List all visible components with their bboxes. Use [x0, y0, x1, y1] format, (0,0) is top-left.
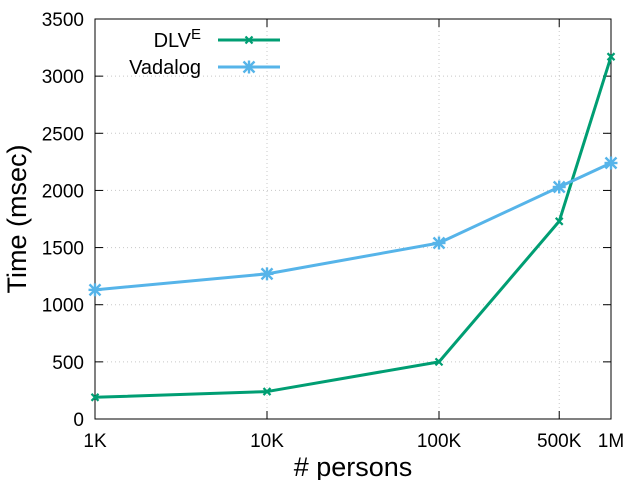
legend-item-vadalog: Vadalog — [129, 57, 280, 79]
data-point — [262, 387, 272, 396]
y-tick-label: 1500 — [42, 239, 84, 260]
x-axis: 1K 10K 100K 500K 1M — [83, 19, 624, 452]
legend-item-dlv: DLVE — [154, 26, 280, 52]
y-tick-label: 500 — [52, 353, 84, 374]
data-point — [552, 180, 566, 194]
legend-marker — [244, 35, 254, 45]
data-point — [88, 283, 102, 297]
data-point — [260, 267, 274, 281]
y-axis-title: Time (msec) — [2, 145, 32, 294]
legend-marker — [242, 60, 256, 74]
series-vadalog — [88, 156, 618, 297]
data-point — [554, 217, 564, 226]
y-tick-label: 1000 — [42, 296, 84, 317]
data-point — [606, 52, 616, 61]
grid-lines — [95, 19, 611, 419]
x-tick-label: 500K — [537, 431, 582, 452]
x-tick-label: 1M — [598, 431, 624, 452]
legend-label: Vadalog — [129, 57, 201, 79]
series-dlv — [90, 52, 616, 402]
data-point — [604, 156, 618, 170]
series-line — [94, 56, 613, 399]
series-line — [94, 161, 612, 292]
plot-frame — [94, 18, 612, 420]
y-tick-label: 0 — [73, 410, 84, 431]
x-tick-label: 100K — [417, 431, 462, 452]
y-tick-label: 2000 — [42, 181, 84, 202]
y-tick-label: 3500 — [42, 10, 84, 31]
y-tick-label: 2500 — [42, 124, 84, 145]
y-axis: 0 500 1000 1500 2000 2500 3000 3500 — [42, 10, 611, 431]
x-tick-label: 1K — [83, 431, 107, 452]
data-point — [90, 393, 100, 402]
data-point — [432, 236, 446, 250]
y-tick-label: 3000 — [42, 67, 84, 88]
x-axis-title: # persons — [294, 452, 413, 480]
data-point — [434, 357, 444, 367]
series-layer — [88, 52, 618, 402]
legend-label: DLVE — [154, 26, 201, 52]
legend: DLVE Vadalog — [129, 26, 280, 79]
x-tick-label: 10K — [250, 431, 284, 452]
